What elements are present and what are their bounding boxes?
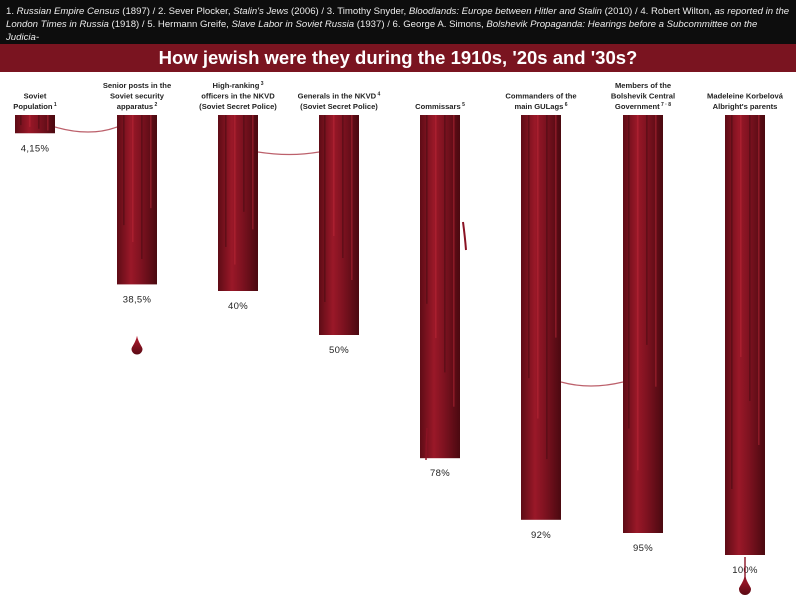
category-label: (Soviet Secret Police) (199, 102, 277, 111)
footnote-marker: 1 (53, 102, 57, 108)
bar-group (623, 115, 663, 533)
bar-group (15, 115, 55, 134)
category-label: High-ranking 3 (213, 81, 264, 90)
category-label: officers in the NKVD (201, 92, 275, 101)
bar-streak (546, 115, 548, 460)
bar (420, 115, 460, 459)
bar-streak (537, 115, 539, 419)
chart-title: How jewish were they during the 1910s, '… (158, 47, 638, 68)
footnote-marker: 4 (376, 92, 380, 98)
category-label: main GULags 6 (514, 102, 567, 111)
source-line: London Times in Russia (1918) / 5. Herma… (6, 19, 758, 43)
bar-streak (655, 115, 657, 387)
bar-streak (426, 115, 428, 304)
bar-streak (628, 115, 630, 429)
value-label: 40% (228, 301, 248, 312)
category-label: Albright's parents (713, 102, 778, 111)
bar (623, 115, 663, 533)
bar (725, 115, 765, 555)
bar-streak (444, 115, 446, 373)
value-label: 92% (531, 530, 551, 541)
category-label: Soviet security (110, 92, 165, 101)
bar-streak (225, 115, 227, 247)
value-label: 95% (633, 543, 653, 554)
bar (15, 115, 55, 134)
drip-trail (425, 427, 428, 461)
bar-group (420, 115, 460, 459)
value-label: 78% (430, 468, 450, 479)
category-label: Government 7 · 8 (615, 102, 671, 111)
category-label: Population 1 (13, 102, 57, 111)
bar-streak (38, 115, 40, 129)
bar-streak (342, 115, 344, 258)
bar-streak (758, 115, 760, 445)
bar-streak (234, 115, 236, 265)
bar-streak (20, 115, 22, 126)
blood-thread (54, 126, 118, 133)
blood-thread (257, 151, 320, 156)
value-label: 38,5% (123, 294, 152, 305)
category-label: Commanders of the (505, 92, 576, 101)
category-label: (Soviet Secret Police) (300, 102, 378, 111)
bar-streak (555, 115, 557, 338)
bar-group (117, 115, 157, 285)
category-label: Soviet (24, 92, 47, 101)
bar (319, 115, 359, 335)
category-label: Commissars 5 (415, 102, 465, 111)
sources-citation: 1. Russian Empire Census (1897) / 2. Sev… (0, 0, 796, 56)
bar-streak (29, 115, 31, 127)
category-label: Madeleine Korbelová (707, 92, 784, 101)
bar-streak (47, 115, 49, 131)
bar-streak (749, 115, 751, 401)
blood-drop (739, 574, 751, 595)
bar-streak (740, 115, 742, 357)
bar-streak (731, 115, 733, 489)
bar (521, 115, 561, 520)
bar-group (521, 115, 561, 520)
category-label: Bolshevik Central (611, 92, 675, 101)
source-line: 1. Russian Empire Census (1897) / 2. Sev… (6, 6, 790, 17)
bar-streak (435, 115, 437, 339)
category-label: Members of the (615, 81, 671, 90)
blood-thread (560, 381, 624, 387)
footnote-marker: 3 (259, 81, 263, 87)
bar-group (725, 115, 765, 555)
value-label: 4,15% (21, 143, 50, 154)
value-label: 50% (329, 345, 349, 356)
bar-streak (132, 115, 134, 243)
title-banner: How jewish were they during the 1910s, '… (0, 44, 796, 72)
bar-streak (123, 115, 125, 226)
bar-streak (351, 115, 353, 280)
bar-group (319, 115, 359, 335)
category-label: apparatus 2 (117, 102, 158, 111)
footnote-marker: 7 · 8 (660, 102, 672, 108)
bar-streak (646, 115, 648, 345)
footnote-marker: 6 (563, 102, 567, 108)
bar-streak (141, 115, 143, 259)
drip-trail (462, 221, 467, 251)
bar-streak (453, 115, 455, 407)
category-label: Senior posts in the (103, 81, 171, 90)
bar-streak (243, 115, 245, 212)
bar-group (218, 115, 258, 291)
footnote-marker: 5 (461, 102, 465, 108)
footnote-marker: 2 (153, 102, 157, 108)
bar-streak (637, 115, 639, 471)
bar-streak (333, 115, 335, 236)
bar (218, 115, 258, 291)
bar-streak (252, 115, 254, 230)
bar-streak (324, 115, 326, 302)
category-label: Generals in the NKVD 4 (298, 92, 381, 101)
bar (117, 115, 157, 285)
bar-streak (528, 115, 530, 379)
blood-drop (131, 335, 143, 355)
bar-streak (150, 115, 152, 209)
